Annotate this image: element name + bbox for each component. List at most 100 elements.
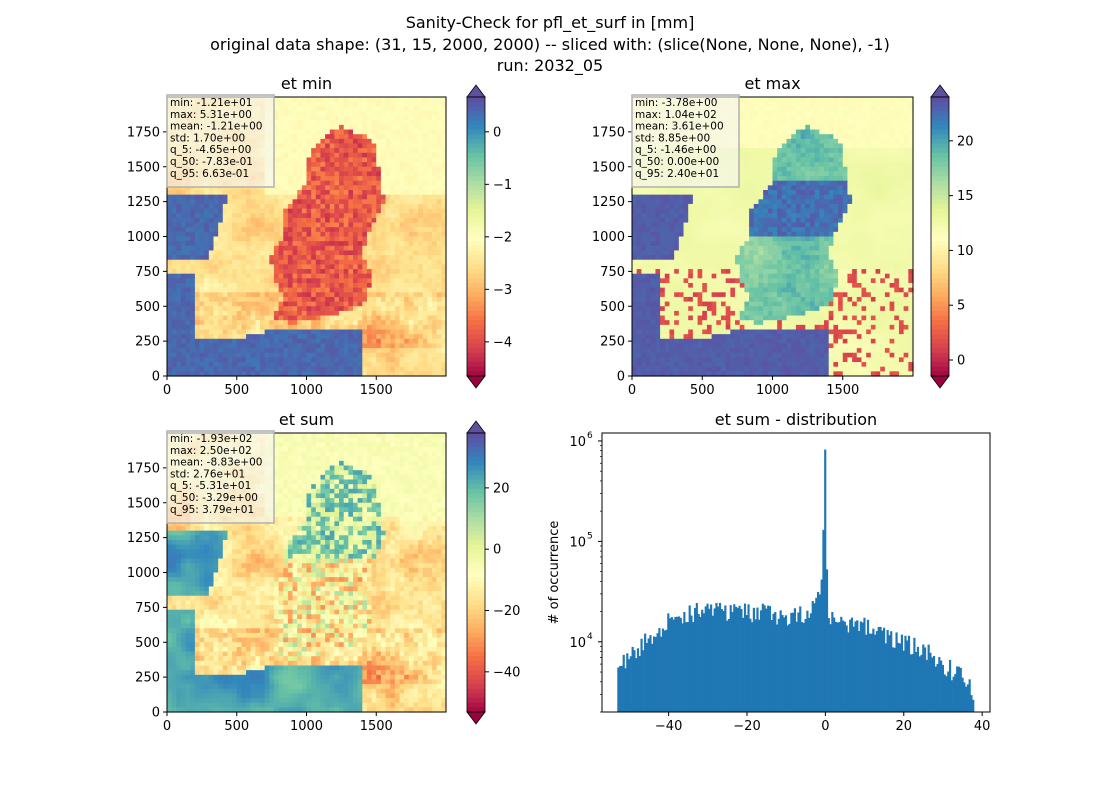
heatmap-cell: [664, 194, 671, 200]
heatmap-cell: [828, 101, 834, 107]
heatmap-cell: [418, 110, 424, 117]
heatmap-cell: [353, 143, 359, 149]
heatmap-cell: [824, 134, 830, 140]
heatmap-cell: [404, 292, 410, 298]
heatmap-cell: [246, 292, 252, 298]
heatmap-cell: [394, 208, 401, 214]
heatmap-cell: [311, 343, 317, 349]
heatmap-cell: [436, 259, 442, 265]
heatmap-cell: [190, 352, 196, 358]
heatmap-cell: [390, 334, 396, 340]
heatmap-cell: [306, 320, 312, 326]
heatmap-cell: [167, 329, 173, 335]
heatmap-cell: [339, 278, 345, 284]
heatmap-cell: [404, 250, 410, 256]
heatmap-cell: [334, 208, 340, 214]
heatmap-cell: [250, 241, 256, 247]
heatmap-cell: [236, 324, 242, 331]
heatmap-cell: [427, 366, 433, 372]
heatmap-cell: [315, 259, 322, 265]
heatmap-cell: [167, 227, 173, 233]
heatmap-cell: [269, 255, 275, 261]
heatmap-cell: [353, 213, 359, 219]
heatmap-cell: [408, 250, 415, 256]
heatmap-cell: [185, 259, 191, 265]
heatmap-cell: [320, 310, 326, 317]
heatmap-cell: [880, 162, 886, 168]
heatmap-cell: [828, 185, 834, 191]
heatmap-cell: [880, 134, 886, 140]
heatmap-cell: [339, 203, 345, 210]
heatmap-cell: [334, 152, 340, 159]
heatmap-cell: [222, 259, 229, 265]
heatmap-cell: [353, 264, 359, 270]
heatmap-cell: [861, 101, 867, 107]
heatmap-cell: [343, 124, 349, 131]
heatmap-cell: [380, 166, 387, 172]
heatmap-cell: [749, 190, 755, 196]
heatmap-cell: [870, 120, 877, 126]
heatmap-cell: [334, 180, 340, 186]
heatmap-cell: [320, 162, 326, 168]
heatmap-cell: [418, 287, 424, 293]
heatmap-cell: [880, 152, 886, 159]
heatmap-cell: [180, 334, 187, 340]
heatmap-cell: [283, 273, 289, 279]
heatmap-cell: [273, 176, 280, 182]
heatmap-cell: [692, 194, 699, 200]
heatmap-cell: [777, 176, 783, 182]
heatmap-cell: [353, 250, 359, 256]
heatmap-cell: [208, 264, 215, 270]
heatmap-cell: [227, 296, 233, 303]
heatmap-cell: [366, 245, 373, 252]
heatmap-cell: [232, 190, 238, 196]
heatmap-cell: [250, 194, 256, 200]
heatmap-cell: [422, 110, 428, 117]
heatmap-cell: [833, 106, 839, 112]
heatmap-cell: [311, 324, 317, 331]
heatmap-cell: [287, 110, 294, 117]
heatmap-cell: [763, 110, 769, 117]
heatmap-cell: [427, 180, 433, 186]
heatmap-cell: [436, 194, 442, 200]
heatmap-cell: [366, 180, 373, 186]
heatmap-cell: [371, 352, 377, 358]
heatmap-cell: [791, 152, 797, 159]
heatmap-cell: [739, 101, 745, 107]
heatmap-cell: [301, 110, 308, 117]
heatmap-cell: [167, 217, 173, 224]
heatmap-cell: [194, 283, 201, 289]
heatmap-cell: [315, 366, 322, 372]
heatmap-cell: [404, 143, 410, 149]
heatmap-cell: [884, 120, 891, 126]
heatmap-cell: [311, 203, 317, 210]
heatmap-cell: [292, 138, 298, 145]
heatmap-cell: [427, 213, 433, 219]
heatmap-cell: [362, 245, 368, 252]
heatmap-cell: [763, 157, 769, 163]
heatmap-cell: [814, 106, 820, 112]
heatmap-cell: [786, 124, 792, 131]
heatmap-cell: [329, 185, 335, 191]
heatmap-cell: [418, 306, 424, 312]
heatmap-cell: [343, 166, 349, 172]
heatmap-cell: [404, 222, 410, 228]
heatmap-cell: [255, 259, 261, 265]
heatmap-cell: [334, 101, 340, 107]
heatmap-cell: [809, 157, 816, 163]
colorbar-swatch: [467, 208, 485, 214]
heatmap-cell: [171, 194, 177, 200]
heatmap-cell: [413, 101, 419, 107]
heatmap-cell: [427, 278, 433, 284]
heatmap-cell: [348, 264, 354, 270]
heatmap-cell: [744, 138, 750, 145]
heatmap-cell: [194, 194, 201, 200]
heatmap-cell: [394, 185, 401, 191]
heatmap-cell: [287, 296, 294, 303]
heatmap-cell: [232, 185, 238, 191]
heatmap-cell: [427, 329, 433, 335]
heatmap-cell: [236, 301, 242, 307]
heatmap-cell: [185, 236, 191, 242]
heatmap-cell: [800, 124, 806, 131]
heatmap-cell: [334, 259, 340, 265]
